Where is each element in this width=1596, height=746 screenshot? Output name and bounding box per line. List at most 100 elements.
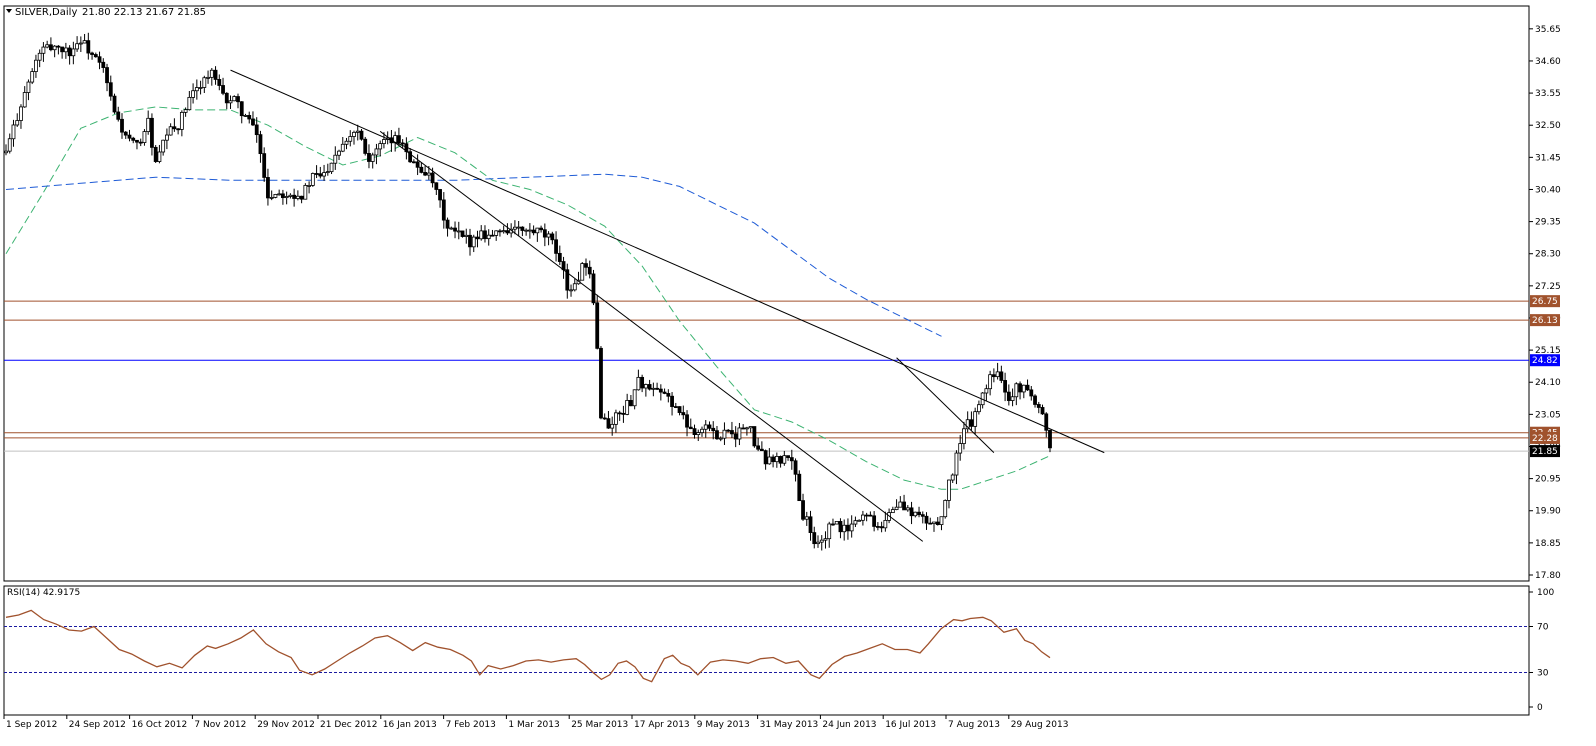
- candle-body: [19, 106, 23, 121]
- candle-body: [707, 424, 712, 429]
- rsi-line: [5, 609, 1051, 683]
- candle-body: [797, 473, 802, 502]
- candle-body: [793, 460, 798, 475]
- candle-body: [408, 151, 413, 163]
- candle-body: [419, 166, 424, 173]
- ma-slow-line: [5, 173, 942, 337]
- candle-body: [71, 48, 76, 57]
- candle-body: [295, 195, 300, 199]
- trendline: [230, 69, 1105, 454]
- candle-body: [958, 443, 963, 454]
- candle-body: [168, 126, 173, 136]
- candle-body: [97, 56, 102, 63]
- candle-body: [647, 384, 652, 390]
- candle-body: [127, 134, 132, 139]
- candle-body: [531, 229, 536, 234]
- candle-body: [875, 526, 880, 528]
- trendline: [379, 130, 924, 542]
- candle-body: [1048, 429, 1052, 449]
- candle-body: [78, 42, 83, 45]
- candle-body: [232, 96, 237, 102]
- candle-body: [239, 101, 244, 117]
- candle-body: [101, 61, 106, 68]
- candle-body: [924, 515, 929, 524]
- time-tick-label: 7 Feb 2013: [446, 720, 496, 730]
- candle-body: [599, 347, 603, 419]
- candle-body: [917, 511, 921, 516]
- candle-body: [513, 226, 517, 230]
- level-tag: [1530, 295, 1560, 308]
- candle-body: [602, 417, 607, 420]
- candle-body: [34, 59, 38, 72]
- candle-body: [430, 172, 435, 184]
- candle-body: [191, 90, 195, 98]
- candle-body: [872, 515, 877, 527]
- candle-body: [527, 229, 532, 232]
- candle-body: [812, 532, 817, 545]
- time-tick-label: 16 Jul 2013: [885, 720, 936, 730]
- price-tick-label: 31.45: [1535, 153, 1561, 163]
- candle-body: [41, 46, 46, 54]
- candle-body: [176, 128, 181, 131]
- candle-body: [337, 150, 341, 156]
- candle-body: [565, 269, 570, 291]
- candle-body: [183, 109, 188, 113]
- candle-body: [269, 197, 274, 199]
- candle-body: [112, 95, 117, 113]
- candle-body: [774, 456, 779, 463]
- time-tick-label: 7 Aug 2013: [948, 720, 1000, 730]
- candle-body: [711, 427, 716, 432]
- candle-body: [610, 423, 615, 429]
- level-tag-label: 26.13: [1532, 316, 1558, 326]
- candle-body: [483, 230, 487, 240]
- candle-body: [314, 173, 319, 175]
- candle-body: [138, 141, 143, 144]
- candle-body: [397, 135, 401, 144]
- candle-body: [374, 148, 379, 156]
- candle-body: [468, 234, 472, 248]
- time-tick-label: 1 Sep 2012: [6, 720, 57, 730]
- rsi-label: RSI(14) 42.9175: [7, 588, 80, 598]
- rsi-series-line: [5, 609, 1051, 683]
- collapse-triangle-icon[interactable]: [6, 9, 12, 13]
- candle-body: [179, 111, 184, 130]
- candle-body: [329, 162, 334, 173]
- candle-body: [688, 426, 693, 430]
- trendline: [896, 357, 995, 453]
- price-candles: [4, 32, 1052, 551]
- candle-body: [1036, 404, 1041, 408]
- level-tag-label: 24.82: [1532, 356, 1558, 366]
- candle-body: [745, 427, 749, 430]
- horizontal-levels: [4, 300, 1529, 452]
- price-tick-label: 18.85: [1535, 539, 1561, 549]
- candle-body: [1029, 389, 1034, 397]
- candle-body: [187, 96, 192, 111]
- candle-body: [243, 115, 248, 117]
- candle-body: [161, 139, 166, 153]
- candle-body: [902, 501, 906, 511]
- candle-body: [557, 252, 562, 262]
- candle-body: [1040, 407, 1045, 415]
- candle-body: [995, 371, 1000, 378]
- candle-body: [700, 428, 704, 434]
- candle-body: [516, 226, 521, 229]
- candle-body: [692, 428, 697, 436]
- candle-body: [819, 539, 824, 543]
- trendlines: [230, 69, 1105, 542]
- candle-body: [75, 43, 79, 50]
- candle-body: [471, 236, 476, 248]
- candle-body: [617, 412, 622, 415]
- candle-body: [973, 411, 978, 427]
- candle-body: [640, 376, 645, 389]
- candle-body: [962, 428, 966, 444]
- candle-body: [883, 519, 888, 529]
- candle-body: [423, 172, 427, 176]
- time-tick-label: 24 Jun 2013: [822, 720, 876, 730]
- candle-body: [932, 521, 936, 524]
- candle-body: [262, 153, 267, 178]
- candle-body: [520, 226, 525, 231]
- candle-body: [614, 412, 618, 425]
